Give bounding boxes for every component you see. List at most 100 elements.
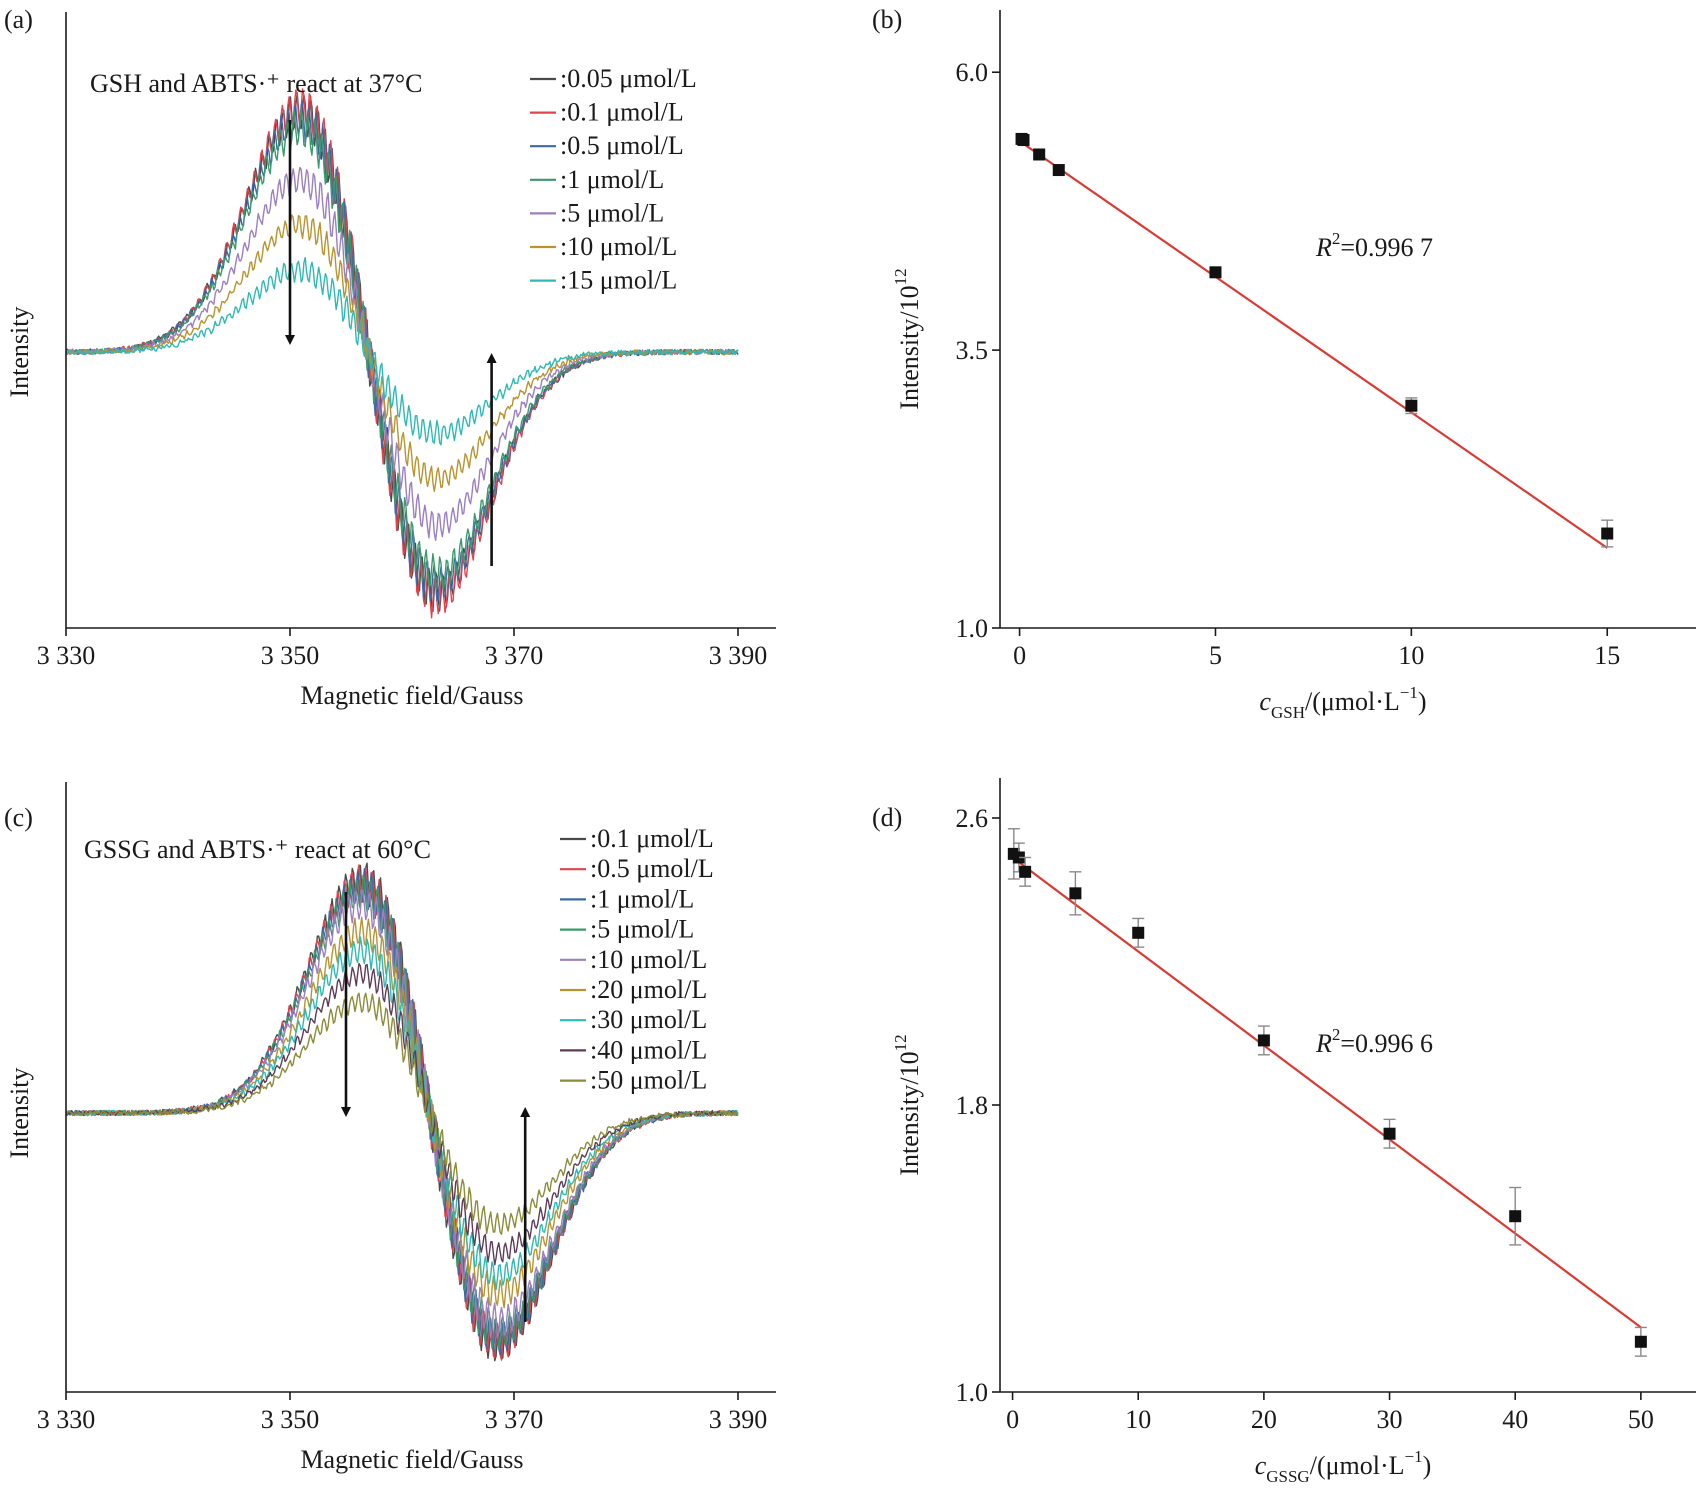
x-axis-title: Magnetic field/Gauss xyxy=(300,681,523,710)
legend-label: :1 μmol/L xyxy=(560,165,664,194)
x-tick-label: 3 330 xyxy=(37,1405,96,1434)
data-point xyxy=(1257,1034,1270,1047)
legend: :0.1 μmol/L:0.5 μmol/L:1 μmol/L:5 μmol/L… xyxy=(560,824,714,1095)
x-axis-title-close: ) xyxy=(1423,1451,1432,1480)
data-point xyxy=(1019,865,1032,878)
data-point xyxy=(1132,926,1145,939)
x-axis-title: cGSSG/(μmol·L−1) xyxy=(1255,1447,1432,1486)
y-tick-label: 1.8 xyxy=(956,1091,989,1120)
legend-label: :5 μmol/L xyxy=(560,198,664,227)
x-axis-title-unit: /(μmol·L xyxy=(1310,1451,1405,1480)
data-point xyxy=(1383,1127,1396,1140)
y-axis-title: Intensity xyxy=(5,1068,34,1159)
x-axis-title: Magnetic field/Gauss xyxy=(300,1445,523,1474)
legend-label: :1 μmol/L xyxy=(590,884,694,913)
legend-label: :40 μmol/L xyxy=(590,1035,707,1064)
y-axis-title-exponent: 12 xyxy=(891,1034,910,1051)
spectrum-series xyxy=(65,992,739,1236)
r-squared-annotation: R2=0.996 6 xyxy=(1315,1025,1433,1058)
x-axis-title: cGSH/(μmol·L−1) xyxy=(1259,683,1426,722)
data-point xyxy=(1405,399,1418,412)
r-squared-annotation: R2=0.996 7 xyxy=(1315,229,1433,262)
x-tick-label: 0 xyxy=(1006,1405,1019,1434)
r-squared-exponent: 2 xyxy=(1332,229,1341,248)
x-tick-label: 40 xyxy=(1502,1405,1528,1434)
data-point xyxy=(1052,164,1065,177)
data-point xyxy=(1017,134,1030,147)
legend-label: :0.5 μmol/L xyxy=(590,854,714,883)
legend-label: :50 μmol/L xyxy=(590,1066,707,1095)
x-axis-title-unit: /(μmol·L xyxy=(1305,687,1400,716)
panel-label: (c) xyxy=(4,803,33,832)
data-point xyxy=(1634,1335,1647,1348)
y-axis-title: Intensity/1012 xyxy=(891,268,924,409)
spectra-curves xyxy=(65,88,739,619)
panel-label: (b) xyxy=(872,5,902,34)
x-tick-label: 20 xyxy=(1251,1405,1277,1434)
x-tick-label: 3 390 xyxy=(709,641,768,670)
r-squared-symbol: R xyxy=(1315,1029,1332,1058)
panel-a-esr-gsh: (a) 3 330 3 350 3 370 3 390 Magnetic field/Ga… xyxy=(4,5,776,710)
y-axis-title: Intensity/1012 xyxy=(891,1034,924,1175)
y-axis-title-base: Intensity/10 xyxy=(895,285,924,409)
reaction-annotation: GSSG and ABTS·⁺ react at 60°C xyxy=(84,835,431,864)
legend: :0.05 μmol/L :0.1 μmol/L :0.5 μmol/L :1 μmo… xyxy=(530,64,697,295)
x-tick-label: 10 xyxy=(1125,1405,1151,1434)
y-axis-title-exponent: 12 xyxy=(891,268,910,285)
x-tick-label: 30 xyxy=(1377,1405,1403,1434)
legend-label: :15 μmol/L xyxy=(560,266,677,295)
x-tick-label: 3 370 xyxy=(485,1405,544,1434)
data-point xyxy=(1069,887,1082,900)
y-tick-label: 1.0 xyxy=(956,1378,989,1407)
panel-b-calibration-gsh: (b) 1.0 3.5 6.0 0 5 10 15 R2=0.996 7 cGSH/(μmol·L… xyxy=(872,5,1696,722)
y-tick-label: 2.6 xyxy=(956,804,989,833)
x-axis-title-exponent: −1 xyxy=(1405,1447,1423,1466)
x-tick-label: 3 370 xyxy=(485,641,544,670)
panel-d-calibration-gssg: (d) 1.0 1.8 2.6 0 10 20 30 40 50 R2=0.996 6 cGSSG/(… xyxy=(872,778,1696,1486)
y-tick-label: 6.0 xyxy=(956,58,989,87)
y-axis-title-base: Intensity/10 xyxy=(895,1051,924,1175)
x-axis-title-close: ) xyxy=(1418,687,1427,716)
data-point xyxy=(1509,1210,1522,1223)
x-axis-title-symbol: c xyxy=(1259,687,1271,716)
x-tick-label: 50 xyxy=(1628,1405,1654,1434)
legend-label: :5 μmol/L xyxy=(590,915,694,944)
legend-label: :10 μmol/L xyxy=(560,232,677,261)
legend-label: :0.1 μmol/L xyxy=(590,824,714,853)
spectra-curves xyxy=(65,862,739,1362)
fit-line xyxy=(1018,140,1608,549)
legend-label: :0.05 μmol/L xyxy=(560,64,697,93)
fit-line xyxy=(1011,856,1642,1329)
spectrum-series xyxy=(65,962,739,1266)
data-point xyxy=(1209,266,1222,279)
panel-label: (d) xyxy=(872,803,902,832)
data-point xyxy=(1033,148,1046,161)
r-squared-value: =0.996 6 xyxy=(1340,1029,1433,1058)
x-tick-label: 3 350 xyxy=(261,1405,320,1434)
x-tick-label: 3 350 xyxy=(261,641,320,670)
legend-label: :0.1 μmol/L xyxy=(560,98,684,127)
x-tick-label: 3 390 xyxy=(709,1405,768,1434)
reaction-annotation: GSH and ABTS·⁺ react at 37°C xyxy=(90,69,422,98)
x-axis-title-symbol: c xyxy=(1255,1451,1267,1480)
x-axis-title-exponent: −1 xyxy=(1400,683,1418,702)
r-squared-symbol: R xyxy=(1315,233,1332,262)
r-squared-exponent: 2 xyxy=(1332,1025,1341,1044)
x-tick-label: 10 xyxy=(1398,641,1424,670)
y-axis-title: Intensity xyxy=(5,307,34,398)
x-axis-title-subscript: GSH xyxy=(1271,703,1305,722)
y-tick-label: 1.0 xyxy=(956,614,989,643)
r-squared-value: =0.996 7 xyxy=(1340,233,1433,262)
panel-label: (a) xyxy=(4,5,33,34)
legend-label: :30 μmol/L xyxy=(590,1005,707,1034)
x-tick-label: 3 330 xyxy=(37,641,96,670)
legend-label: :20 μmol/L xyxy=(590,975,707,1004)
y-tick-label: 3.5 xyxy=(956,336,989,365)
spectrum-series xyxy=(65,256,739,446)
legend-label: :0.5 μmol/L xyxy=(560,131,684,160)
x-tick-label: 15 xyxy=(1594,641,1620,670)
x-tick-label: 0 xyxy=(1013,641,1026,670)
x-tick-label: 5 xyxy=(1209,641,1222,670)
panel-c-esr-gssg: (c) 3 330 3 350 3 370 3 390 Magnetic field/Ga… xyxy=(4,782,776,1474)
